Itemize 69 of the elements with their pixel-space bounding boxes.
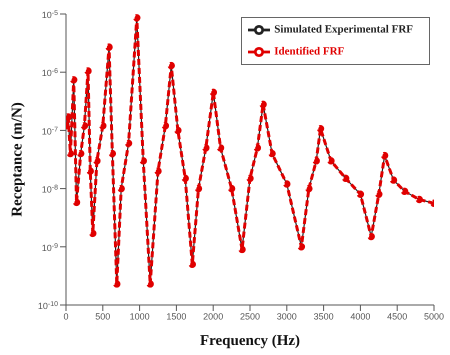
point — [259, 100, 267, 108]
x-tick-label: 1000 — [130, 311, 150, 322]
point — [140, 157, 147, 165]
point — [133, 14, 141, 22]
point — [342, 174, 350, 182]
point — [118, 184, 125, 192]
point — [283, 180, 290, 188]
point — [108, 150, 116, 158]
point — [400, 188, 408, 195]
x-tick-label: 500 — [95, 311, 110, 322]
point — [368, 232, 375, 240]
y-axis-title: Receptance (m/N) — [9, 102, 26, 217]
point — [298, 243, 306, 250]
y-tick-label: 10$^{-9}$ — [42, 242, 58, 253]
point — [202, 144, 210, 152]
point — [182, 174, 189, 182]
point — [86, 167, 94, 175]
point — [162, 122, 170, 130]
point — [375, 190, 382, 198]
point — [312, 157, 320, 165]
point — [327, 157, 335, 165]
point — [146, 280, 154, 288]
point — [66, 150, 74, 158]
point — [168, 62, 175, 70]
point — [105, 43, 113, 51]
point — [356, 190, 364, 198]
y-tick-label: 10$^{-6}$ — [42, 68, 58, 78]
y-tick-label: 10$^{-7}$ — [42, 126, 58, 136]
point — [210, 88, 218, 96]
point — [154, 167, 162, 175]
x-axis-title: Frequency (Hz) — [200, 333, 300, 349]
point — [84, 67, 92, 75]
point — [380, 152, 388, 160]
y-tick-label: 10$^{-10}$ — [38, 300, 58, 311]
point — [89, 230, 96, 238]
x-tick-label: 0 — [63, 311, 69, 322]
point — [305, 184, 313, 192]
y-tick-label: 10$^{-8}$ — [42, 184, 58, 195]
point — [80, 122, 88, 130]
point — [194, 184, 202, 192]
point — [316, 124, 324, 132]
point — [254, 144, 262, 152]
legend-label: Simulated Experimental FRF — [274, 24, 413, 36]
legend-label: Identified FRF — [274, 46, 344, 58]
x-tick-label: 4000 — [350, 311, 370, 322]
point — [416, 196, 423, 204]
point — [228, 184, 236, 192]
point — [188, 260, 196, 268]
point — [93, 157, 101, 165]
point — [216, 144, 224, 152]
x-tick-label: 1500 — [166, 311, 186, 322]
x-tick-label: 5000 — [424, 311, 444, 322]
point — [72, 198, 80, 206]
x-tick-label: 4500 — [387, 311, 408, 322]
x-tick-label: 3500 — [314, 311, 334, 322]
point — [124, 140, 132, 148]
point — [246, 174, 254, 182]
y-tick-label: 10$^{-5}$ — [42, 10, 58, 20]
point — [70, 76, 78, 84]
x-tick-label: 2000 — [203, 311, 224, 322]
point — [174, 126, 182, 134]
point — [238, 246, 246, 254]
x-tick-label: 2500 — [240, 311, 260, 322]
point — [99, 122, 106, 130]
x-tick-label: 3000 — [276, 311, 297, 322]
point — [268, 150, 276, 158]
point — [390, 176, 398, 184]
point — [77, 150, 84, 158]
point — [113, 280, 120, 288]
